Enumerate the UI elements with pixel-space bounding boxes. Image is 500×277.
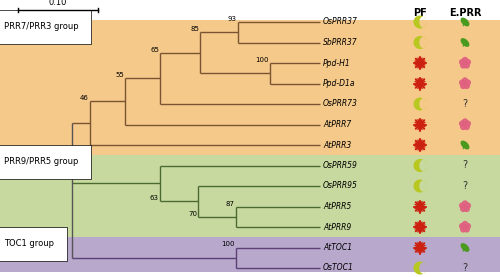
Circle shape <box>416 244 424 251</box>
Text: TOC1 group: TOC1 group <box>4 239 54 248</box>
Text: SbPRR37: SbPRR37 <box>323 38 358 47</box>
Circle shape <box>466 80 470 85</box>
Circle shape <box>460 203 464 208</box>
Circle shape <box>460 206 466 211</box>
Text: ?: ? <box>462 181 468 191</box>
Text: Ppd-D1a: Ppd-D1a <box>323 79 356 88</box>
Circle shape <box>466 60 470 65</box>
Circle shape <box>464 83 469 88</box>
Circle shape <box>416 121 424 128</box>
PathPatch shape <box>414 36 426 49</box>
Text: OsTOC1: OsTOC1 <box>323 263 354 273</box>
Bar <box>0 237 500 272</box>
Text: AtPRR3: AtPRR3 <box>323 140 351 150</box>
PathPatch shape <box>414 98 426 111</box>
PathPatch shape <box>414 261 426 275</box>
Text: AtPRR5: AtPRR5 <box>323 202 351 211</box>
Text: PF: PF <box>413 8 427 18</box>
Circle shape <box>466 224 470 229</box>
Text: OsPRR73: OsPRR73 <box>323 99 358 109</box>
Text: 87: 87 <box>226 201 235 206</box>
Text: Ppd-H1: Ppd-H1 <box>323 58 351 68</box>
Circle shape <box>460 124 466 129</box>
Circle shape <box>462 119 468 124</box>
Circle shape <box>464 63 469 68</box>
Circle shape <box>460 224 464 229</box>
Circle shape <box>466 121 470 126</box>
Text: 0.10: 0.10 <box>49 0 67 7</box>
Circle shape <box>464 227 469 232</box>
Circle shape <box>462 201 468 206</box>
Circle shape <box>462 222 468 227</box>
Text: AtPRR9: AtPRR9 <box>323 222 351 232</box>
Ellipse shape <box>460 243 469 252</box>
Text: 93: 93 <box>228 16 237 22</box>
Text: AtPRR7: AtPRR7 <box>323 120 351 129</box>
Text: 65: 65 <box>150 47 159 53</box>
Circle shape <box>460 121 464 126</box>
Circle shape <box>464 82 466 85</box>
Circle shape <box>462 78 468 83</box>
Text: PRR9/PRR5 group: PRR9/PRR5 group <box>4 157 78 166</box>
Ellipse shape <box>460 141 469 149</box>
Text: 46: 46 <box>80 96 89 101</box>
PathPatch shape <box>414 16 426 29</box>
Bar <box>0 0 500 20</box>
Circle shape <box>464 225 466 229</box>
Text: OsPRR95: OsPRR95 <box>323 181 358 191</box>
Text: ?: ? <box>462 160 468 171</box>
Bar <box>0 155 500 237</box>
Text: OsPRR37: OsPRR37 <box>323 17 358 27</box>
Circle shape <box>466 203 470 208</box>
Circle shape <box>462 58 468 62</box>
Text: ?: ? <box>462 99 468 109</box>
Circle shape <box>464 124 469 129</box>
Circle shape <box>460 60 464 65</box>
Text: AtTOC1: AtTOC1 <box>323 243 352 252</box>
Circle shape <box>416 60 424 66</box>
Circle shape <box>416 142 424 148</box>
Circle shape <box>460 227 466 232</box>
Circle shape <box>416 224 424 230</box>
Circle shape <box>464 123 466 126</box>
Circle shape <box>460 83 466 88</box>
Circle shape <box>464 206 469 211</box>
Text: 70: 70 <box>188 211 197 217</box>
Text: 85: 85 <box>190 26 199 32</box>
Circle shape <box>460 80 464 85</box>
Circle shape <box>416 203 424 210</box>
PathPatch shape <box>414 159 426 172</box>
Text: 100: 100 <box>256 57 269 63</box>
Circle shape <box>460 63 466 68</box>
PathPatch shape <box>414 179 426 193</box>
Text: ?: ? <box>462 263 468 273</box>
Text: 100: 100 <box>222 242 235 248</box>
Circle shape <box>416 80 424 87</box>
Circle shape <box>464 205 466 208</box>
Text: E.PRR: E.PRR <box>449 8 481 18</box>
Text: 55: 55 <box>115 72 124 78</box>
Bar <box>0 20 500 155</box>
Text: 63: 63 <box>150 195 159 201</box>
Text: PRR7/PRR3 group: PRR7/PRR3 group <box>4 22 78 31</box>
Circle shape <box>464 61 466 65</box>
Ellipse shape <box>460 38 469 47</box>
Text: OsPRR59: OsPRR59 <box>323 161 358 170</box>
Ellipse shape <box>460 17 469 26</box>
